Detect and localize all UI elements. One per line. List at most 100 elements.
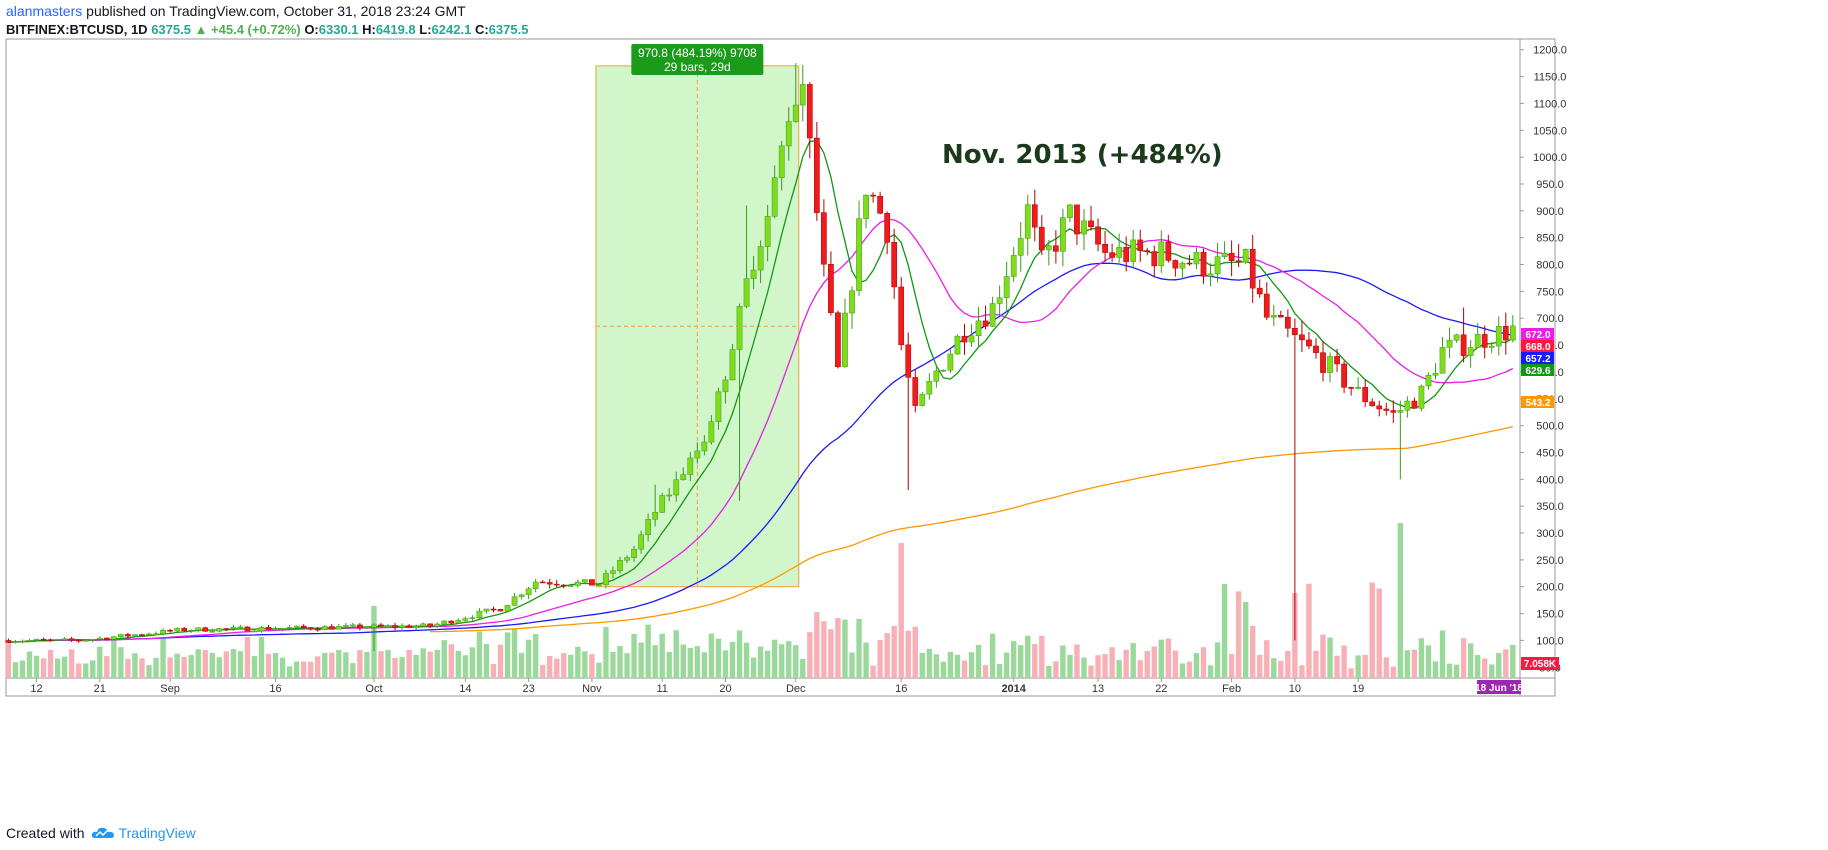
volume-bar — [286, 666, 293, 678]
candle — [849, 290, 855, 314]
volume-bar — [174, 653, 180, 678]
volume-bar — [764, 650, 771, 678]
volume-bar — [1060, 645, 1066, 678]
volume-bar — [167, 657, 173, 678]
y-tick-label: 1100.0 — [1534, 98, 1567, 110]
candle — [1165, 241, 1172, 261]
volume-bar — [1116, 660, 1122, 678]
volume-bar — [1102, 654, 1108, 678]
volume-bar — [1207, 665, 1214, 678]
candle — [1074, 204, 1080, 235]
volume-bar — [532, 634, 539, 678]
volume-bar — [90, 660, 96, 678]
candle — [687, 457, 694, 475]
candle — [1158, 241, 1165, 267]
candle — [567, 585, 574, 587]
x-tick-label: 23 — [522, 683, 534, 695]
volume-bar — [1411, 649, 1418, 678]
volume-bar — [561, 653, 567, 678]
volume-bar — [12, 662, 19, 678]
candle — [328, 626, 335, 630]
x-tick-label: 16 — [895, 683, 907, 695]
candle — [603, 573, 609, 585]
volume-bar — [111, 636, 117, 678]
candle — [582, 579, 588, 583]
candle — [1453, 334, 1460, 341]
volume-bar — [300, 661, 307, 678]
volume-bar — [912, 626, 918, 678]
candle — [1038, 226, 1045, 251]
candle — [82, 640, 89, 642]
candle — [441, 620, 448, 625]
author-link[interactable]: alanmasters — [6, 3, 83, 19]
volume-bar — [1425, 645, 1432, 678]
candle — [1285, 316, 1291, 329]
candle — [891, 242, 898, 288]
candle — [996, 297, 1003, 304]
volume-bar — [1474, 655, 1481, 678]
volume-bar — [83, 663, 89, 678]
candle — [385, 625, 391, 627]
candle — [1369, 401, 1376, 407]
low-value: 6242.1 — [431, 22, 472, 37]
candle — [821, 212, 827, 265]
volume-bar — [554, 658, 560, 678]
volume-bar — [427, 651, 433, 678]
volume-bar — [687, 647, 694, 678]
candle — [1348, 387, 1354, 389]
volume-bar — [518, 652, 525, 678]
candle — [1003, 276, 1010, 298]
candle — [1214, 256, 1221, 275]
volume-bar — [399, 657, 405, 678]
volume-bar — [856, 619, 862, 678]
candle — [300, 625, 307, 628]
volume-bar — [1390, 666, 1397, 678]
volume-bar — [877, 639, 883, 678]
candle — [1249, 248, 1256, 289]
volume-bar — [343, 652, 349, 678]
candle — [1228, 252, 1235, 261]
price-tag — [1521, 352, 1554, 364]
y-tick-label: 300.0 — [1536, 528, 1564, 540]
candle — [645, 519, 651, 535]
candle — [342, 625, 349, 627]
tradingview-link[interactable]: TradingView — [91, 825, 196, 841]
y-tick-label: 500.0 — [1536, 421, 1564, 433]
volume-bar — [1010, 641, 1017, 678]
candle — [1137, 239, 1144, 251]
volume-bar — [694, 646, 701, 678]
volume-bar — [575, 646, 581, 678]
volume-bar — [329, 652, 335, 678]
candle — [1263, 293, 1270, 318]
y-tick-label: 1000.0 — [1533, 152, 1567, 164]
volume-bar — [265, 653, 272, 678]
high-label: H: — [362, 22, 376, 37]
volume-bar — [1271, 658, 1277, 678]
y-tick-label: 900.0 — [1536, 206, 1564, 218]
volume-bar — [1341, 645, 1347, 678]
candle — [497, 609, 504, 612]
volume-bar — [680, 644, 686, 678]
volume-bar — [1081, 657, 1087, 678]
measure-change-label: 970.8 (484.19%) 9708 — [638, 46, 757, 60]
volume-bar — [420, 648, 426, 678]
price-tag-label: 629.6 — [1525, 366, 1550, 377]
candle — [799, 84, 806, 106]
volume-tag-label: 7.058K — [1524, 659, 1557, 670]
candle — [1460, 334, 1467, 356]
candle — [1334, 356, 1340, 365]
candle — [652, 512, 659, 520]
volume-bar — [1453, 664, 1460, 678]
candle — [1446, 339, 1453, 348]
volume-bar — [722, 650, 729, 678]
volume-bar — [195, 649, 201, 678]
volume-bar — [757, 646, 764, 678]
candle — [251, 630, 258, 633]
volume-bar — [139, 658, 145, 678]
volume-bar — [1369, 582, 1375, 678]
x-tick-label: Oct — [365, 683, 382, 695]
candle — [1123, 247, 1130, 262]
volume-bar — [954, 654, 961, 678]
candle — [378, 624, 384, 627]
